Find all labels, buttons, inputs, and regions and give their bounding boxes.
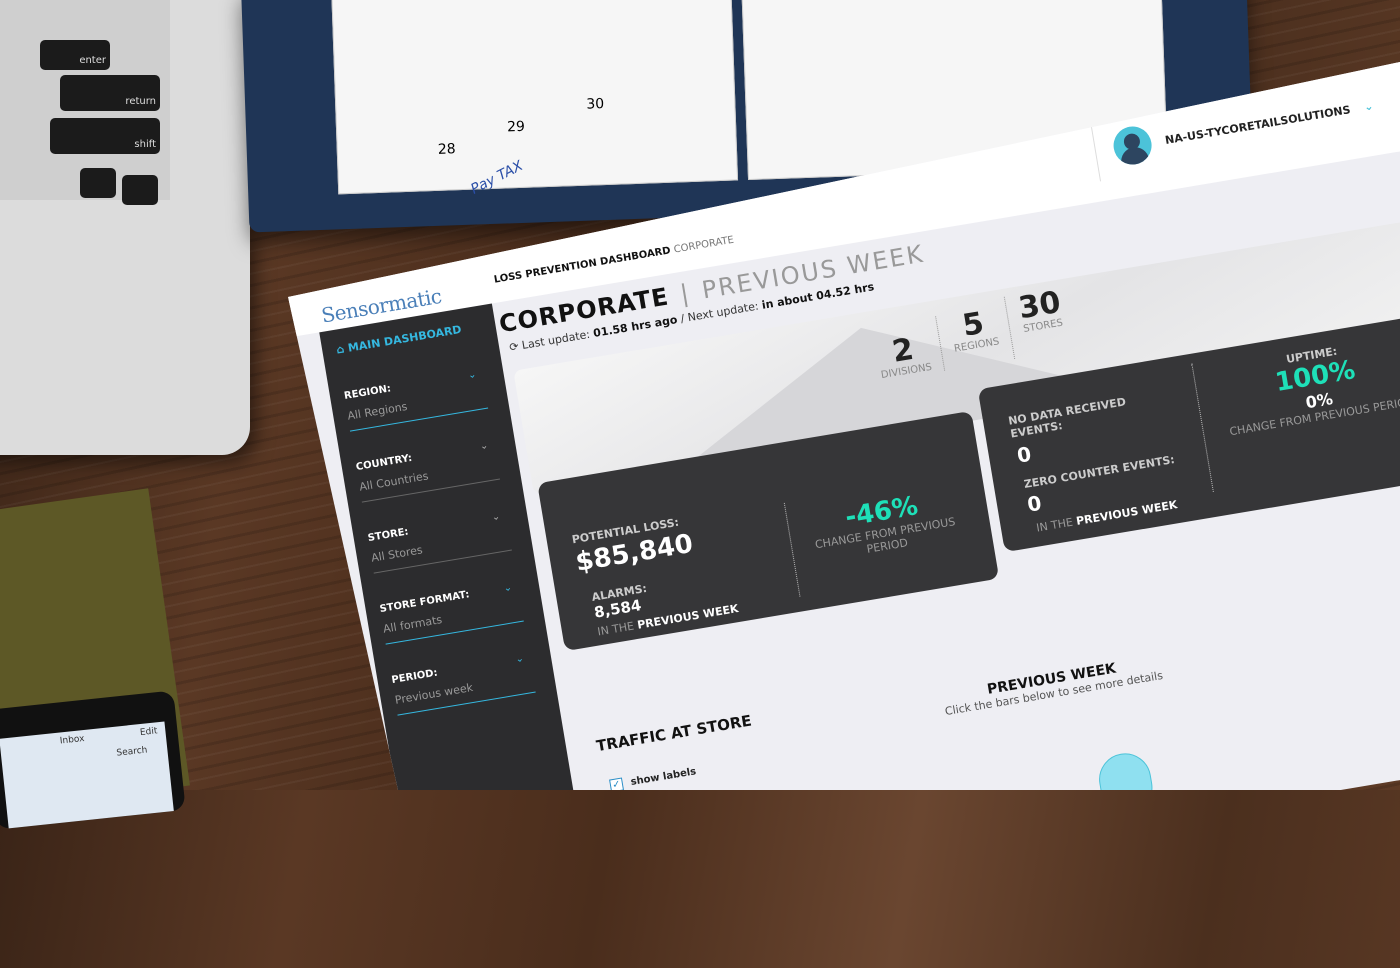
checkbox-icon[interactable]: ✓ [609,777,625,790]
chevron-down-icon: ⌄ [514,653,525,666]
region-filter[interactable]: REGION: All Regions ⌄ [343,368,489,432]
refresh-icon[interactable]: ⟳ [508,339,520,355]
zero-counter-label: ZERO COUNTER EVENTS: [1022,452,1176,491]
date-29: 29 [506,118,526,136]
chevron-down-icon: ⌄ [479,440,490,453]
period-value: PREVIOUS WEEK [1075,498,1179,528]
phone-inbox: Inbox [59,733,85,747]
phone-edit: Edit [139,726,158,739]
date-28: 28 [437,141,456,158]
laptop: enter return shift [0,0,250,455]
country-filter[interactable]: COUNTRY: All Countries ⌄ [355,439,501,503]
show-labels-checkbox[interactable]: ✓ show labels [609,765,698,790]
home-icon: ⌂ [335,342,346,357]
chevron-down-icon: ⌄ [467,369,478,382]
period-value: PREVIOUS WEEK [636,602,740,632]
store-filter[interactable]: STORE: All Stores ⌄ [367,510,512,574]
date-30: 30 [586,96,605,113]
key-return: return [60,75,160,111]
breadcrumb-main[interactable]: LOSS PREVENTION DASHBOARD [493,245,672,286]
planner-page-left: 28 29 30 Pay TAX [331,0,739,198]
show-labels-label: show labels [629,766,698,788]
sidebar-item-main-dashboard[interactable]: ⌂ MAIN DASHBOARD [335,323,462,357]
user-name: NA-US-TYCORETAILSOLUTIONS [1164,102,1352,147]
nodata-value: 0 [1015,441,1033,468]
stat-stores: 30 STORES [1003,285,1081,359]
period-prefix: IN THE [596,619,636,639]
phone: Inbox Edit Search [0,690,186,830]
zero-counter-value: 0 [1025,490,1044,517]
main-dashboard-label: MAIN DASHBOARD [346,322,463,355]
stat-regions: 5 REGIONS [935,304,1015,371]
key-right [122,175,158,205]
period-filter[interactable]: PERIOD: Previous week ⌄ [390,652,536,716]
avatar [1110,123,1155,168]
chevron-down-icon: ⌄ [502,582,513,595]
key-enter: enter [40,40,110,70]
traffic-title: TRAFFIC AT STORE [594,711,753,756]
title-separator: | [678,278,693,309]
nodata-label: NO DATA RECEIVED EVENTS: [1007,395,1127,441]
chevron-down-icon: ⌄ [1363,98,1375,114]
key-up [80,168,116,198]
breadcrumb-current: CORPORATE [672,234,735,256]
period-prefix: IN THE [1035,515,1074,535]
store-format-filter[interactable]: STORE FORMAT: All formats ⌄ [378,581,524,645]
handwritten-note: Pay TAX [468,157,526,198]
chart-bubble[interactable] [1095,749,1157,790]
phone-search: Search [116,745,148,759]
chevron-down-icon: ⌄ [490,511,502,524]
chart-header: PREVIOUS WEEK Click the bars below to see… [922,650,1183,722]
key-shift: shift [50,118,160,154]
divider [1191,363,1214,493]
